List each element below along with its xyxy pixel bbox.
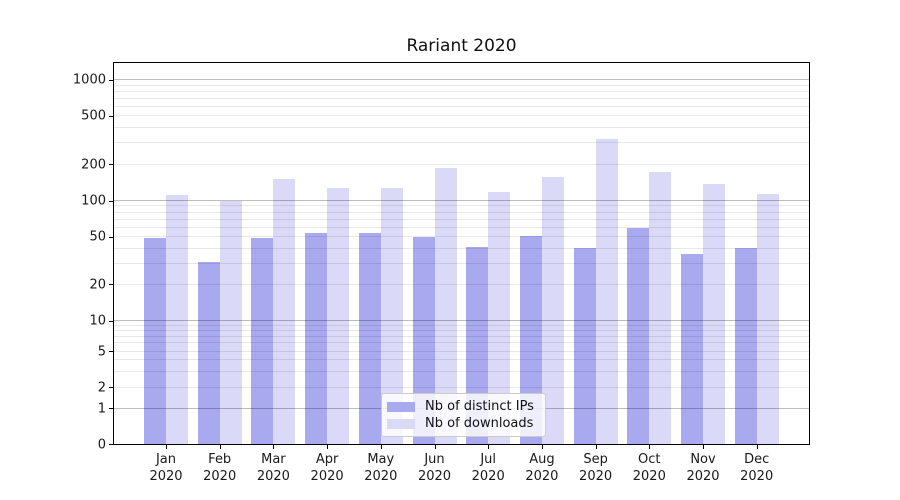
y-tick [109, 200, 113, 202]
x-tick [649, 445, 651, 449]
bar-distinct-ips-may [358, 232, 381, 444]
y-tick [109, 115, 113, 117]
x-tick [541, 445, 543, 449]
bar-downloads-sep [595, 139, 618, 444]
y-tick [109, 284, 113, 286]
x-tick-label: May 2020 [364, 452, 398, 484]
bar-downloads-jul [488, 191, 511, 444]
bar-distinct-ips-jun [412, 236, 435, 444]
y-tick-label: 50 [89, 229, 106, 245]
bar-distinct-ips-sep [573, 248, 596, 444]
gridline-minor [114, 90, 809, 92]
y-tick-label: 1000 [72, 72, 106, 88]
gridline-minor [114, 142, 809, 144]
y-tick-label: 0 [97, 437, 106, 452]
x-tick-label: Dec 2020 [740, 452, 774, 484]
y-tick [109, 79, 113, 81]
bar-downloads-mar [273, 179, 296, 444]
y-tick [109, 351, 113, 352]
y-tick [109, 236, 113, 238]
bar-distinct-ips-mar [251, 237, 274, 444]
bar-distinct-ips-apr [305, 232, 328, 444]
x-tick [380, 445, 382, 449]
y-tick-label: 200 [81, 157, 106, 173]
bar-downloads-dec [756, 193, 779, 444]
x-tick [756, 445, 758, 449]
legend-label-downloads: Nb of downloads [425, 416, 534, 431]
legend: Nb of distinct IPs Nb of downloads [381, 393, 546, 437]
gridline-major [114, 79, 809, 80]
x-tick-label: Sep 2020 [579, 452, 613, 484]
x-tick [166, 445, 167, 449]
gridline-minor [114, 97, 809, 99]
y-tick-label: 2 [97, 380, 106, 395]
legend-item-distinct-ips: Nb of distinct IPs [387, 398, 537, 415]
y-tick-label: 20 [89, 277, 106, 293]
y-tick-label: 10 [89, 313, 106, 329]
bar-downloads-apr [327, 187, 350, 444]
x-tick-label: Feb 2020 [203, 452, 237, 484]
x-tick-label: Jul 2020 [471, 452, 505, 484]
bar-downloads-feb [219, 200, 242, 444]
x-tick-label: Apr 2020 [310, 452, 344, 484]
y-tick-label: 1 [97, 401, 106, 416]
x-tick-label: Jun 2020 [417, 452, 452, 484]
y-tick [109, 320, 113, 322]
bar-distinct-ips-nov [681, 253, 703, 444]
y-tick [109, 387, 113, 388]
y-tick [109, 164, 113, 166]
legend-swatch-distinct-ips-icon [387, 401, 415, 412]
y-tick-label: 500 [81, 108, 106, 124]
x-tick-label: Mar 2020 [256, 452, 290, 484]
gridline-minor [114, 127, 809, 129]
bar-distinct-ips-oct [627, 227, 650, 444]
x-tick [219, 445, 221, 449]
x-tick-label: Jan 2020 [149, 452, 183, 484]
legend-item-downloads: Nb of downloads [387, 415, 537, 432]
x-tick [595, 445, 597, 449]
x-tick-label: Nov 2020 [686, 452, 720, 484]
gridline-minor [114, 163, 809, 165]
x-tick [434, 445, 436, 449]
bar-distinct-ips-aug [519, 235, 542, 444]
legend-swatch-downloads-icon [387, 418, 415, 429]
bar-downloads-jun [434, 168, 457, 444]
bar-distinct-ips-jan [144, 237, 166, 444]
bar-downloads-jan [166, 195, 188, 444]
x-tick [703, 445, 704, 449]
bar-distinct-ips-feb [197, 261, 220, 444]
gridline-minor [114, 115, 809, 117]
x-tick-label: Aug 2020 [525, 452, 559, 484]
x-tick [273, 445, 275, 449]
gridline-minor [114, 84, 809, 86]
x-tick [488, 445, 490, 449]
bar-distinct-ips-dec [734, 248, 757, 444]
bar-downloads-nov [703, 184, 725, 444]
bar-downloads-aug [541, 177, 564, 444]
legend-label-distinct-ips: Nb of distinct IPs [425, 399, 534, 414]
chart-title: Rariant 2020 [406, 36, 517, 56]
x-tick-label: Oct 2020 [632, 452, 666, 484]
gridline-minor [114, 105, 809, 107]
y-tick [109, 444, 113, 445]
y-tick-label: 5 [97, 344, 106, 359]
bar-downloads-may [380, 188, 403, 444]
x-tick [327, 445, 329, 449]
y-tick-label: 100 [81, 193, 106, 209]
bar-downloads-oct [649, 172, 672, 444]
y-tick [109, 408, 113, 409]
